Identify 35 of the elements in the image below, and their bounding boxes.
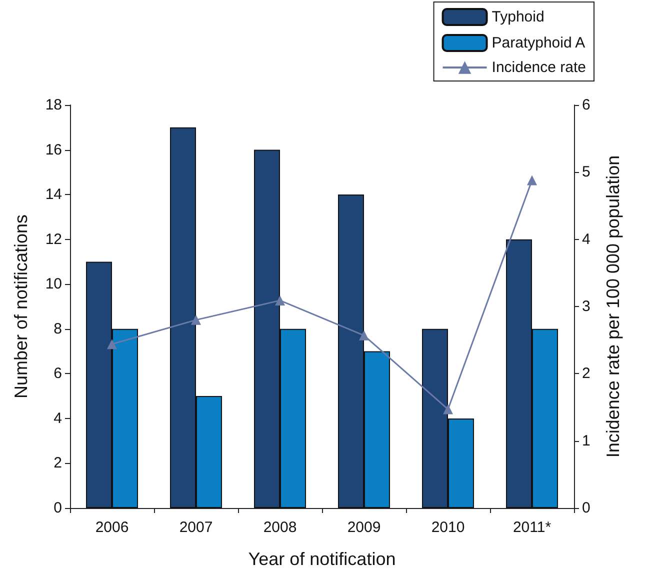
y2-tick-label: 6 xyxy=(582,96,590,114)
point xyxy=(107,339,117,350)
x-tick-label: 2011* xyxy=(512,519,552,536)
point xyxy=(275,295,285,306)
y-tick-label: 4 xyxy=(54,410,62,427)
x-axis-title: Year of notification xyxy=(248,549,396,569)
legend-label: Incidence rate xyxy=(492,59,586,76)
y-tick-label: 6 xyxy=(54,365,62,382)
y2-tick-label: 5 xyxy=(582,164,590,181)
x-tick-label: 2006 xyxy=(95,519,129,536)
y-tick-label: 8 xyxy=(54,320,62,338)
point xyxy=(527,175,537,186)
y-axis-title: Number of notifications xyxy=(11,214,31,399)
point xyxy=(359,330,369,340)
y-tick-label: 12 xyxy=(45,230,62,248)
y-tick-label: 18 xyxy=(45,96,62,114)
y-tick-label: 16 xyxy=(45,141,62,158)
legend-label: Paratyphoid A xyxy=(492,34,586,52)
y-tick-label: 0 xyxy=(54,500,62,516)
x-tick-label: 2009 xyxy=(347,519,381,536)
y2-tick-label: 4 xyxy=(582,230,590,248)
y-tick-label: 10 xyxy=(45,276,62,293)
x-tick-label: 2008 xyxy=(263,519,297,536)
y2-axis-title: Incidence rate per 100 000 population xyxy=(603,155,623,458)
point xyxy=(443,404,453,414)
legend-label: Typhoid xyxy=(492,8,544,26)
point xyxy=(191,314,201,325)
y2-tick-label: 1 xyxy=(582,432,590,450)
y-tick-label: 2 xyxy=(54,454,62,472)
y2-tick-label: 3 xyxy=(582,298,590,315)
x-tick-label: 2010 xyxy=(431,519,465,536)
y2-tick-label: 0 xyxy=(582,500,590,516)
x-tick-label: 2007 xyxy=(179,519,213,536)
y2-tick-label: 2 xyxy=(582,365,590,382)
y-tick-label: 14 xyxy=(45,186,62,204)
